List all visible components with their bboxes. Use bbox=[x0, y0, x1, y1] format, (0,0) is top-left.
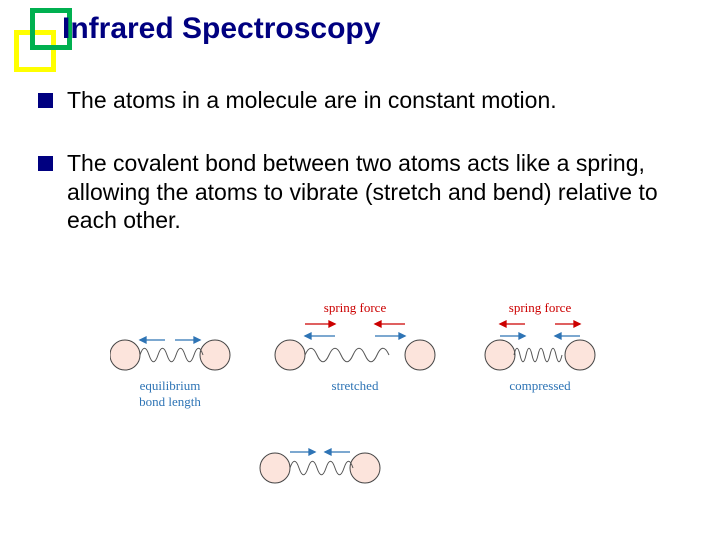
bullet-row: The atoms in a molecule are in constant … bbox=[0, 76, 720, 125]
state-equilibrium: equilibrium bond length bbox=[110, 337, 230, 409]
bullet-text: The atoms in a molecule are in constant … bbox=[67, 86, 557, 115]
compressed-label: compressed bbox=[509, 378, 571, 393]
compressed-spring-label: spring force bbox=[509, 300, 572, 315]
spring-figure: equilibrium bond length spring force str… bbox=[110, 300, 630, 520]
title-region: Infrared Spectroscopy bbox=[0, 0, 720, 62]
bullet-text: The covalent bond between two atoms acts… bbox=[67, 149, 682, 235]
bullet-marker-icon bbox=[38, 156, 53, 171]
equilibrium-label-2: bond length bbox=[139, 394, 201, 409]
state-bottom bbox=[260, 449, 380, 483]
stretched-spring-label: spring force bbox=[324, 300, 387, 315]
bullet-marker-icon bbox=[38, 93, 53, 108]
stretched-label: stretched bbox=[332, 378, 379, 393]
state-compressed: spring force compressed bbox=[485, 300, 595, 393]
equilibrium-label-1: equilibrium bbox=[140, 378, 201, 393]
slide-title: Infrared Spectroscopy bbox=[62, 12, 720, 46]
bullet-row: The covalent bond between two atoms acts… bbox=[0, 139, 720, 245]
state-stretched: spring force stretched bbox=[275, 300, 435, 393]
